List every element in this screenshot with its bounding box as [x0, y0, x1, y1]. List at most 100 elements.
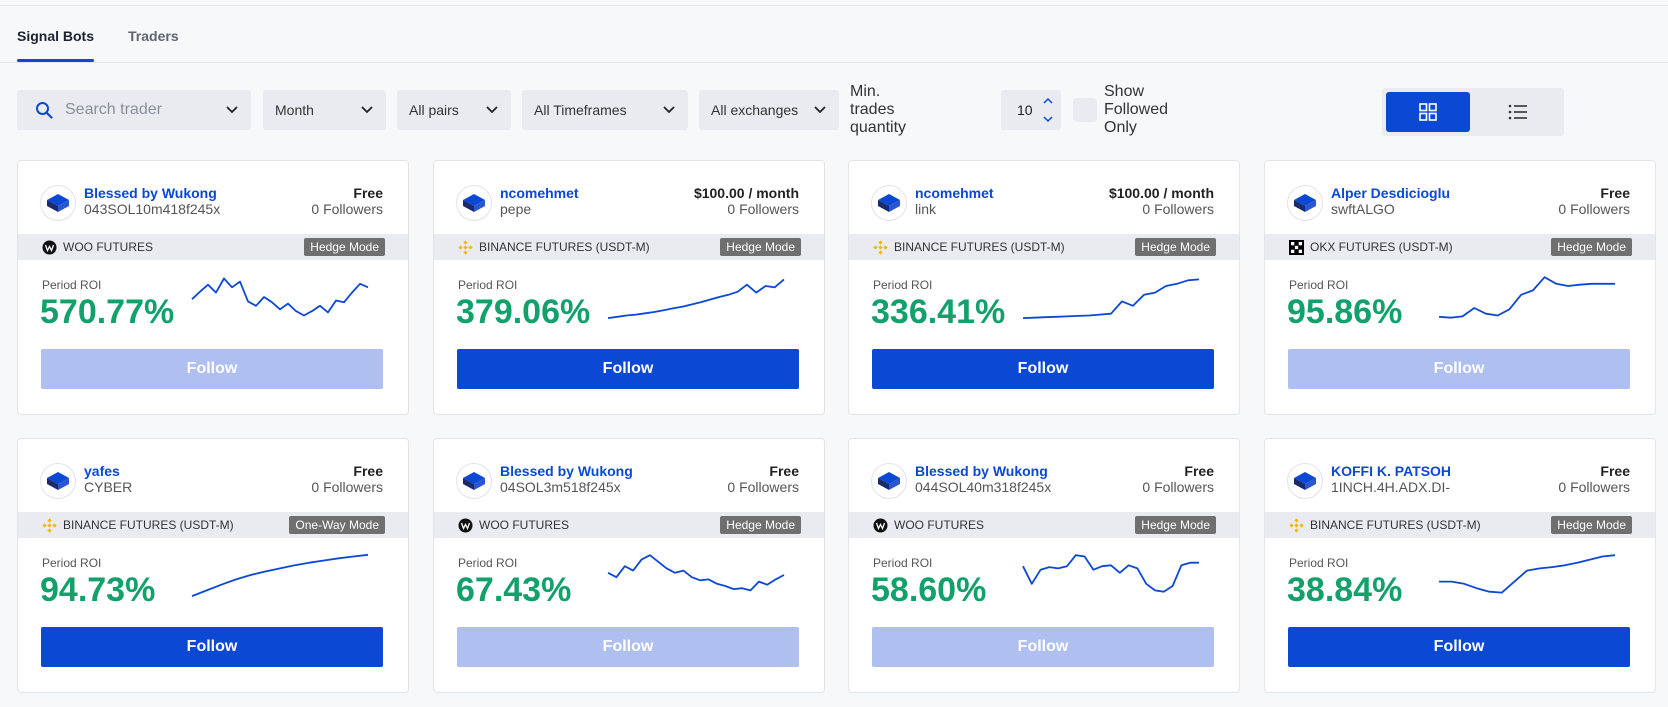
bot-card[interactable]: ncomehmet link $100.00 / month 0 Followe… [848, 160, 1240, 415]
follow-button[interactable]: Follow [1288, 627, 1630, 667]
sparkline-path [607, 278, 785, 319]
woo-icon [873, 518, 888, 533]
trader-avatar[interactable] [871, 463, 907, 499]
tab-traders[interactable]: Traders [128, 28, 179, 44]
trader-name[interactable]: Alper Desdicioglu [1331, 185, 1451, 201]
bot-card[interactable]: ncomehmet pepe $100.00 / month 0 Followe… [433, 160, 825, 415]
roi-label: Period ROI [458, 556, 518, 570]
binance-icon [42, 518, 57, 533]
trader-name[interactable]: Blessed by Wukong [84, 185, 217, 201]
list-view-button[interactable] [1476, 92, 1560, 132]
exchange-name: OKX FUTURES (USDT-M) [1310, 240, 1453, 254]
woo-icon [458, 518, 473, 533]
exchange-name: BINANCE FUTURES (USDT-M) [479, 240, 650, 254]
okx-icon [1289, 240, 1304, 255]
bot-card[interactable]: KOFFI K. PATSOH 1INCH.4H.ADX.DI- Free 0 … [1264, 438, 1656, 693]
chevron-down-icon [226, 106, 238, 114]
trader-name[interactable]: Blessed by Wukong [915, 463, 1048, 479]
exchange-name: WOO FUTURES [894, 518, 984, 532]
chevron-down-icon [486, 106, 498, 114]
roi-sparkline [607, 278, 785, 319]
price: $100.00 / month [693, 185, 799, 201]
trader-avatar[interactable] [40, 463, 76, 499]
bot-card[interactable]: yafes CYBER Free 0 Followers BINANCE FUT… [17, 438, 409, 693]
bot-symbol: swftALGO [1331, 201, 1395, 217]
bot-symbol: 1INCH.4H.ADX.DI- [1331, 479, 1451, 495]
follow-button[interactable]: Follow [1288, 349, 1630, 389]
list-icon [1508, 104, 1527, 120]
roi-value: 570.77% [40, 293, 175, 331]
roi-label: Period ROI [873, 556, 933, 570]
roi-value: 379.06% [456, 293, 591, 331]
bot-logo-icon [47, 472, 69, 490]
period-select[interactable]: Month [263, 90, 386, 130]
followers-count: 0 Followers [1558, 201, 1630, 217]
sparkline-path [607, 554, 785, 592]
mode-badge: Hedge Mode [1551, 238, 1632, 256]
min-trades-stepper[interactable]: 10 [1001, 90, 1061, 130]
followers-count: 0 Followers [1142, 201, 1214, 217]
grid-view-button[interactable] [1386, 92, 1470, 132]
bot-card[interactable]: Alper Desdicioglu swftALGO Free 0 Follow… [1264, 160, 1656, 415]
trader-avatar[interactable] [456, 185, 492, 221]
exchange-name: WOO FUTURES [63, 240, 153, 254]
bot-logo-icon [1294, 194, 1316, 212]
trader-name[interactable]: ncomehmet [500, 185, 579, 201]
bot-card[interactable]: Blessed by Wukong 044SOL40m318f245x Free… [848, 438, 1240, 693]
roi-value: 95.86% [1287, 293, 1403, 331]
followers-count: 0 Followers [1142, 479, 1214, 495]
exchange-bar: OKX FUTURES (USDT-M) Hedge Mode [1265, 234, 1655, 260]
follow-button[interactable]: Follow [457, 627, 799, 667]
roi-label: Period ROI [1289, 278, 1349, 292]
follow-button[interactable]: Follow [41, 627, 383, 667]
followers-count: 0 Followers [311, 201, 383, 217]
bot-logo-icon [878, 194, 900, 212]
follow-button[interactable]: Follow [872, 349, 1214, 389]
view-toggle [1382, 88, 1564, 136]
pairs-select[interactable]: All pairs [397, 90, 511, 130]
trader-avatar[interactable] [871, 185, 907, 221]
bot-symbol: 043SOL10m418f245x [84, 201, 221, 217]
chevron-down-icon [361, 106, 373, 114]
roi-label: Period ROI [42, 278, 102, 292]
follow-button[interactable]: Follow [457, 349, 799, 389]
chevron-down-icon [663, 106, 675, 114]
stepper-arrows-icon[interactable] [1043, 96, 1053, 124]
trader-name[interactable]: yafes [84, 463, 120, 479]
roi-value: 38.84% [1287, 571, 1403, 609]
mode-badge: Hedge Mode [720, 238, 801, 256]
trader-avatar[interactable] [40, 185, 76, 221]
exchange-name: WOO FUTURES [479, 518, 569, 532]
timeframes-value: All Timeframes [534, 102, 627, 118]
follow-button[interactable]: Follow [41, 349, 383, 389]
roi-value: 67.43% [456, 571, 572, 609]
exchange-name: BINANCE FUTURES (USDT-M) [894, 240, 1065, 254]
sparkline-path [1438, 276, 1615, 319]
exchanges-select[interactable]: All exchanges [699, 90, 839, 130]
tab-signal-bots[interactable]: Signal Bots [17, 28, 95, 62]
sparkline-path [191, 277, 369, 317]
min-trades-label: Min. trades quantity [850, 83, 907, 136]
roi-label: Period ROI [873, 278, 933, 292]
bot-card[interactable]: Blessed by Wukong 04SOL3m518f245x Free 0… [433, 438, 825, 693]
search-input[interactable]: Search trader [17, 90, 251, 130]
trader-name[interactable]: KOFFI K. PATSOH [1331, 463, 1452, 479]
trader-name[interactable]: Blessed by Wukong [500, 463, 633, 479]
exchange-bar: WOO FUTURES Hedge Mode [434, 512, 824, 538]
roi-sparkline [607, 554, 785, 592]
trader-avatar[interactable] [1287, 463, 1323, 499]
follow-button[interactable]: Follow [872, 627, 1214, 667]
bot-card[interactable]: Blessed by Wukong 043SOL10m418f245x Free… [17, 160, 409, 415]
trader-avatar[interactable] [1287, 185, 1323, 221]
woo-icon [42, 240, 57, 255]
top-divider [0, 5, 1668, 6]
trader-name[interactable]: ncomehmet [915, 185, 994, 201]
price: $100.00 / month [1108, 185, 1214, 201]
show-followed-checkbox[interactable] [1073, 98, 1097, 122]
roi-value: 336.41% [871, 293, 1006, 331]
roi-label: Period ROI [458, 278, 518, 292]
bot-logo-icon [1294, 472, 1316, 490]
timeframes-select[interactable]: All Timeframes [522, 90, 688, 130]
period-value: Month [275, 102, 314, 118]
trader-avatar[interactable] [456, 463, 492, 499]
